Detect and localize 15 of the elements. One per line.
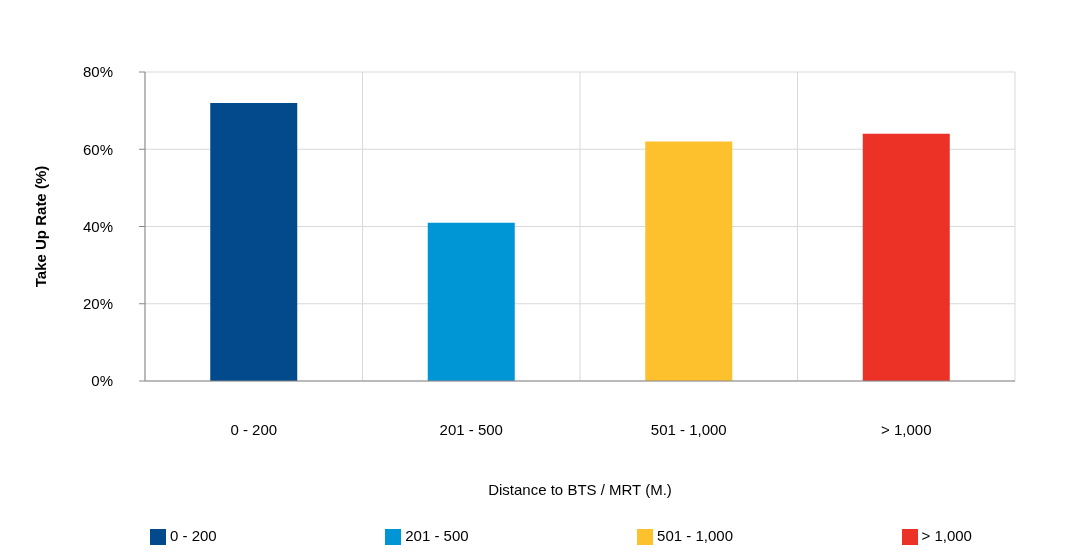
legend-label: 0 - 200 bbox=[170, 527, 217, 544]
y-tick-label: 20% bbox=[82, 295, 113, 313]
x-tick-label: 201 - 500 bbox=[439, 420, 503, 438]
y-tick-label: 80% bbox=[82, 63, 113, 81]
x-tick-label: 501 - 1,000 bbox=[650, 420, 727, 438]
y-tick-label: 40% bbox=[82, 217, 113, 235]
x-tick-label: 0 - 200 bbox=[230, 420, 278, 438]
legend-label: 501 - 1,000 bbox=[657, 527, 733, 544]
legend-label: > 1,000 bbox=[921, 527, 972, 544]
legend-label: 201 - 500 bbox=[405, 527, 469, 544]
y-axis-title: Take Up Rate (%) bbox=[32, 165, 50, 288]
y-tick-label: 0% bbox=[91, 372, 113, 390]
y-tick-label: 60% bbox=[82, 140, 113, 158]
x-axis-title: Distance to BTS / MRT (M.) bbox=[488, 481, 672, 498]
x-tick-label: > 1,000 bbox=[881, 420, 932, 438]
